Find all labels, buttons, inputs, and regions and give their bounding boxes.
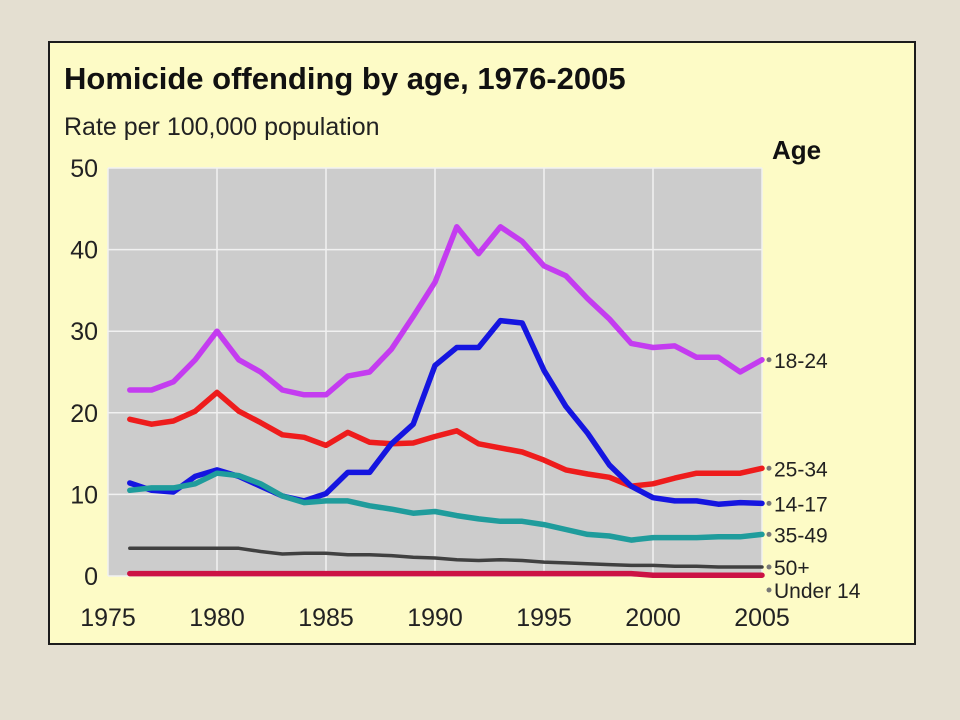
x-tick-label-2000: 2000 — [625, 604, 681, 632]
series-line-18-24 — [127, 224, 765, 398]
y-tick-label-10: 10 — [70, 481, 98, 509]
series-leader-under-14 — [766, 587, 772, 593]
y-tick-label-50: 50 — [70, 155, 98, 183]
x-tick-label-1975: 1975 — [80, 604, 136, 632]
series-label-14-17: 14-17 — [774, 493, 828, 516]
series-line-50- — [128, 546, 764, 569]
series-label-35-49: 35-49 — [774, 524, 828, 547]
label-layer: 18-24 25-34 14-17 35-49 50+Under 14 — [766, 350, 861, 603]
series-leader-18-24 — [766, 357, 772, 363]
series-line-35-49 — [127, 470, 765, 543]
x-tick-label-1990: 1990 — [407, 604, 463, 632]
series-line-under-14 — [127, 570, 765, 578]
series-leader-25-34 — [766, 465, 772, 471]
chart-subtitle: Rate per 100,000 population — [64, 113, 380, 141]
y-tick-label-30: 30 — [70, 318, 98, 346]
line-chart: Homicide offending by age, 1976-2005 Rat… — [64, 61, 861, 632]
axis-layer: 0 10 20 30 40 50 1975 1980 1985 1990 1995 2000 2005 — [70, 155, 790, 632]
chart-title: Homicide offending by age, 1976-2005 — [64, 61, 626, 96]
series-label-under-14: Under 14 — [774, 580, 861, 603]
legend-title: Age — [772, 135, 821, 165]
series-label-18-24: 18-24 — [774, 350, 828, 373]
x-tick-label-1980: 1980 — [189, 604, 245, 632]
y-tick-label-40: 40 — [70, 237, 98, 265]
series-label-25-34: 25-34 — [774, 458, 828, 481]
y-tick-label-0: 0 — [84, 563, 98, 591]
series-leader-50- — [766, 564, 772, 570]
x-tick-label-2005: 2005 — [734, 604, 790, 632]
series-line-25-34 — [127, 389, 765, 489]
series-leader-14-17 — [766, 500, 772, 506]
series-leader-35-49 — [766, 531, 772, 537]
series-layer — [127, 224, 765, 578]
x-tick-label-1995: 1995 — [516, 604, 572, 632]
y-tick-label-20: 20 — [70, 400, 98, 428]
x-tick-label-1985: 1985 — [298, 604, 354, 632]
series-label-50-: 50+ — [774, 557, 810, 580]
chart-panel: Homicide offending by age, 1976-2005 Rat… — [48, 41, 916, 645]
